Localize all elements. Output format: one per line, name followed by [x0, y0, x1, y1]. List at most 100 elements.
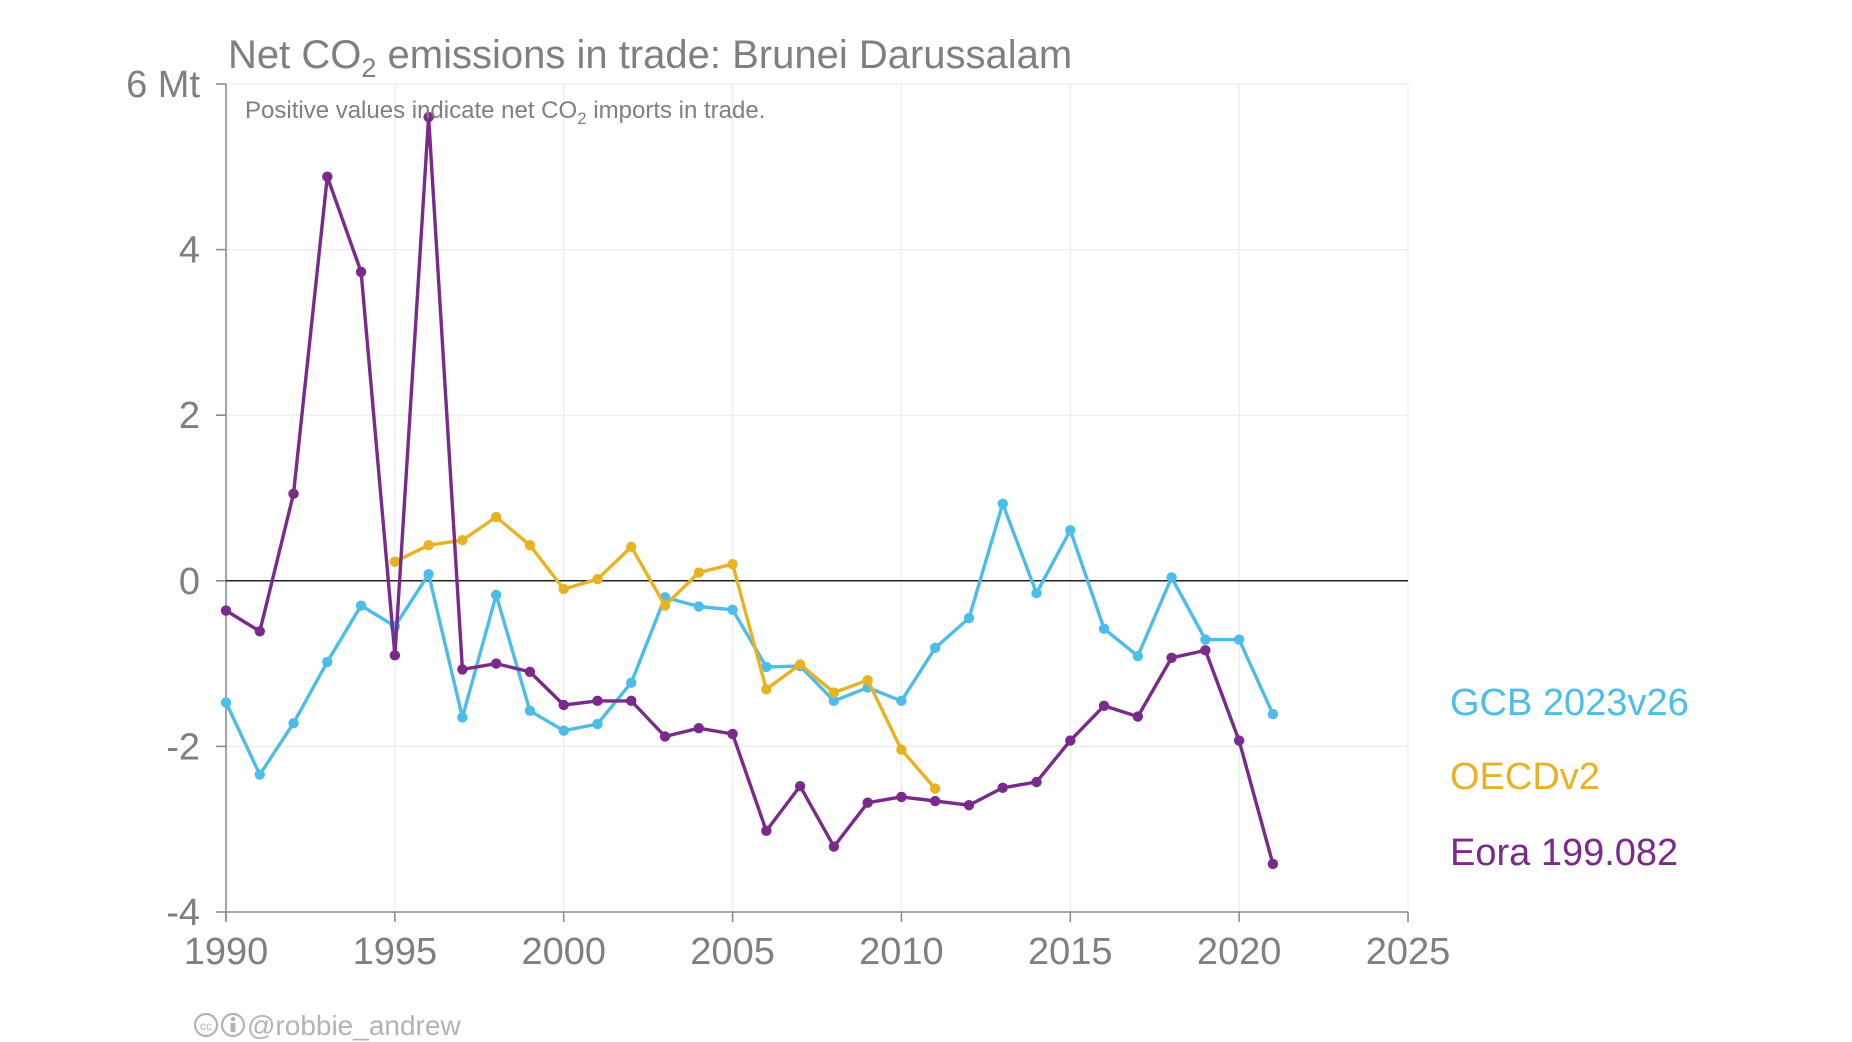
- point-oecdv2-2000: [558, 583, 569, 595]
- point-oecdv2-1999: [524, 539, 536, 551]
- point-gcb-2023v26-2020: [1233, 634, 1245, 645]
- point-gcb-2023v26-2021: [1267, 708, 1279, 720]
- point-eora-199-082-2003: [659, 731, 671, 742]
- point-gcb-2023v26-2014: [1031, 588, 1042, 599]
- point-eora-199-082-2005: [727, 728, 738, 740]
- point-eora-199-082-2019: [1200, 645, 1211, 656]
- credit: cc @robbie_andrew: [193, 1010, 461, 1041]
- point-oecdv2-2004: [693, 567, 704, 578]
- point-eora-199-082-1999: [524, 666, 536, 678]
- point-gcb-2023v26-2016: [1098, 623, 1110, 635]
- point-gcb-2023v26-1994: [355, 600, 367, 611]
- tick-labels: -4 -2 0 2 4 6 Mt 1990 1995 2000 2005 2010 2015 2020 2…: [126, 64, 1450, 973]
- x-tick-label-2025: 2025: [1366, 931, 1451, 973]
- point-oecdv2-1996: [423, 539, 434, 551]
- point-eora-199-082-1995: [389, 650, 401, 661]
- series-line-gcb-2023v26: [224, 502, 1275, 777]
- point-eora-199-082-2008: [828, 841, 840, 852]
- point-gcb-2023v26-1996: [423, 568, 434, 580]
- point-gcb-2023v26-2013: [997, 498, 1008, 509]
- legend: GCB 2023v26 OECDv2 Eora 199.082: [1450, 682, 1689, 874]
- y-tick-label-2: 2: [179, 395, 200, 437]
- point-gcb-2023v26-2011: [930, 642, 941, 654]
- point-oecdv2-2003: [659, 600, 671, 611]
- point-eora-199-082-2002: [626, 695, 637, 707]
- point-gcb-2023v26-1990: [220, 697, 232, 708]
- point-eora-199-082-1993: [322, 171, 333, 182]
- point-gcb-2023v26-1997: [457, 712, 468, 723]
- point-gcb-2023v26-1991: [254, 769, 265, 780]
- point-eora-199-082-2014: [1031, 776, 1042, 788]
- point-gcb-2023v26-2006: [761, 661, 772, 673]
- legend-label-eora-199-082: Eora 199.082: [1450, 832, 1678, 874]
- x-tick-label-1995: 1995: [353, 931, 438, 973]
- y-tick-label-0: 0: [179, 561, 200, 603]
- point-oecdv2-2007: [794, 659, 806, 670]
- point-gcb-2023v26-2000: [558, 725, 569, 736]
- legend-label-gcb-2023v26: GCB 2023v26: [1450, 682, 1689, 724]
- point-oecdv2-2002: [626, 541, 637, 553]
- cc-icon: cc: [193, 1012, 219, 1038]
- series-oecdv2: [389, 511, 941, 794]
- point-eora-199-082-1992: [288, 488, 299, 500]
- legend-label-oecdv2: OECDv2: [1450, 756, 1600, 798]
- point-gcb-2023v26-2010: [896, 695, 907, 707]
- point-gcb-2023v26-2008: [828, 695, 840, 707]
- y-tick-label-4: 4: [179, 230, 200, 272]
- point-oecdv2-2008: [828, 687, 840, 698]
- x-tick-label-2000: 2000: [521, 931, 606, 973]
- point-gcb-2023v26-1992: [288, 718, 299, 729]
- svg-text:cc: cc: [200, 1019, 212, 1033]
- point-gcb-2023v26-2017: [1132, 650, 1144, 662]
- point-gcb-2023v26-2001: [592, 718, 603, 730]
- x-tick-label-2005: 2005: [690, 931, 775, 973]
- point-oecdv2-2006: [761, 684, 772, 695]
- point-eora-199-082-2015: [1065, 735, 1076, 746]
- point-oecdv2-1995: [389, 556, 401, 567]
- x-tick-label-2015: 2015: [1028, 931, 1113, 973]
- point-eora-199-082-1997: [457, 664, 468, 675]
- point-oecdv2-2005: [727, 559, 738, 570]
- point-gcb-2023v26-2002: [626, 677, 637, 688]
- x-tick-label-2020: 2020: [1197, 931, 1282, 973]
- series-eora-199-082: [220, 111, 1279, 870]
- point-gcb-2023v26-1999: [524, 705, 536, 716]
- point-gcb-2023v26-2019: [1200, 634, 1211, 645]
- point-oecdv2-2010: [896, 744, 907, 755]
- point-oecdv2-1997: [457, 535, 468, 546]
- series-layer: [220, 111, 1279, 870]
- point-eora-199-082-1994: [355, 266, 367, 278]
- point-gcb-2023v26-2015: [1065, 525, 1076, 536]
- point-oecdv2-1998: [490, 511, 502, 523]
- point-eora-199-082-2010: [896, 791, 907, 803]
- axes: [216, 83, 1409, 922]
- point-eora-199-082-2011: [930, 795, 941, 807]
- y-tick-label-6: 6 Mt: [126, 64, 200, 106]
- point-eora-199-082-2004: [693, 722, 704, 734]
- chart-title: Net CO2 emissions in trade: Brunei Darus…: [228, 33, 1072, 83]
- point-eora-199-082-2000: [558, 699, 569, 711]
- point-eora-199-082-2001: [592, 695, 603, 707]
- point-gcb-2023v26-1993: [322, 656, 333, 668]
- point-eora-199-082-2012: [963, 799, 975, 811]
- series-line-eora-199-082: [224, 115, 1275, 866]
- by-icon: [220, 1012, 246, 1038]
- point-gcb-2023v26-2004: [693, 601, 704, 612]
- point-oecdv2-2009: [862, 674, 873, 686]
- point-eora-199-082-2017: [1132, 711, 1144, 722]
- point-eora-199-082-1991: [254, 626, 265, 637]
- point-eora-199-082-2007: [794, 780, 806, 792]
- point-eora-199-082-1990: [220, 605, 232, 616]
- point-eora-199-082-2018: [1166, 652, 1177, 664]
- point-eora-199-082-2009: [862, 797, 873, 808]
- point-gcb-2023v26-2012: [963, 612, 975, 624]
- point-oecdv2-2011: [930, 783, 941, 794]
- point-eora-199-082-2013: [997, 782, 1008, 793]
- point-eora-199-082-2021: [1267, 858, 1279, 870]
- point-eora-199-082-2006: [761, 825, 772, 837]
- y-tick-label--4: -4: [166, 892, 200, 934]
- chart-subtitle: Positive values indicate net CO2 imports…: [245, 97, 765, 128]
- point-gcb-2023v26-2018: [1166, 572, 1177, 583]
- point-eora-199-082-1998: [490, 658, 502, 669]
